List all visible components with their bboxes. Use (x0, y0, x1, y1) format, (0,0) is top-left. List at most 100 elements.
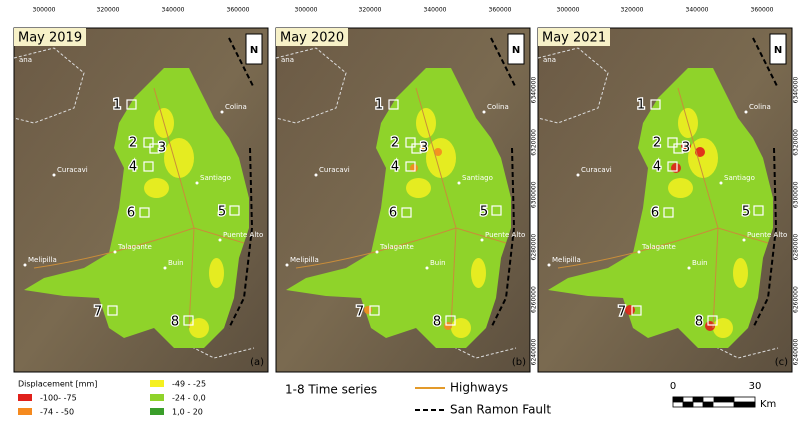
time-series-number: 1 (113, 98, 121, 113)
legend-label: -24 - 0,0 (172, 394, 206, 403)
map-panel: May 2019 N (a) ana Colina Curacavi Santiago Pue… (13, 27, 269, 373)
displacement-zone (426, 138, 456, 178)
time-series-number: 8 (171, 315, 179, 330)
place-name: Santiago (200, 174, 231, 182)
place-name: Colina (487, 103, 509, 111)
time-series-number: 4 (129, 160, 137, 175)
boundary (537, 47, 779, 359)
place-dot (285, 263, 289, 267)
displacement-zone (189, 318, 209, 338)
highway (33, 87, 245, 329)
fault (752, 37, 779, 329)
place-name: Curacavi (581, 166, 612, 174)
displacement-zone (688, 138, 718, 178)
map-panel: May 2021 N (c) ana Colina Curacavi Santiago Pue… (537, 27, 793, 373)
displacement-zone (451, 318, 471, 338)
fault (228, 37, 255, 329)
time-series-box (753, 205, 764, 216)
place-name: Melipilla (552, 256, 581, 264)
study-area (286, 68, 511, 348)
place-dot (425, 266, 429, 270)
time-series-box (388, 99, 399, 110)
time-series-number: 7 (94, 305, 102, 320)
place-dot (195, 181, 199, 185)
legend-label: -49 - -25 (172, 380, 206, 389)
time-series-number: 3 (158, 141, 166, 156)
y-tick-label: 6300000 (793, 181, 800, 208)
place-dot (218, 238, 222, 242)
time-series-number: 6 (651, 206, 659, 221)
scale-unit: Km (760, 399, 776, 410)
x-tick-label: 340000 (686, 7, 709, 14)
place-name: Buin (430, 259, 446, 267)
x-tick-label: 300000 (33, 7, 56, 14)
place-name: ana (19, 56, 32, 64)
panel-label: (a) (250, 357, 264, 368)
place-name: Curacavi (57, 166, 88, 174)
y-tick-label: 6260000 (793, 286, 800, 313)
place-dot (163, 266, 167, 270)
place-dot (744, 110, 748, 114)
time-series-number: 1 (375, 98, 383, 113)
x-tick-label: 340000 (424, 7, 447, 14)
time-series-number: 6 (389, 206, 397, 221)
time-series-number: 8 (433, 315, 441, 330)
place-name: Talagante (117, 243, 152, 251)
y-tick-label: 6240000 (531, 338, 538, 365)
place-dot (719, 181, 723, 185)
y-tick-label: 6280000 (531, 234, 538, 261)
displacement-zone (471, 258, 486, 288)
y-tick-label: 6320000 (531, 129, 538, 156)
time-series-number: 3 (682, 141, 690, 156)
x-tick-label: 300000 (295, 7, 318, 14)
place-name: Puente Alto (485, 231, 525, 239)
legend-label: Highways (450, 381, 508, 395)
time-series-box (143, 161, 154, 172)
legend-label: San Ramon Fault (450, 403, 551, 417)
time-series-number: 8 (695, 315, 703, 330)
displacement-zone (410, 164, 418, 172)
place-dot (23, 263, 27, 267)
place-name: Curacavi (319, 166, 350, 174)
displacement-zone (713, 318, 733, 338)
fault (490, 37, 517, 329)
place-name: Talagante (641, 243, 676, 251)
displacement-zone (434, 148, 442, 156)
displacement-zone (209, 258, 224, 288)
place-name: Melipilla (290, 256, 319, 264)
panel-label: (c) (775, 357, 788, 368)
displacement-zone (668, 178, 693, 198)
y-tick-label: 6240000 (793, 338, 800, 365)
legend-label: 1-8 Time series (285, 383, 377, 397)
place-dot (482, 110, 486, 114)
x-tick-label: 340000 (162, 7, 185, 14)
legend-title: Displacement [mm] (18, 380, 97, 389)
time-series-number: 1 (637, 98, 645, 113)
time-series-number: 5 (742, 205, 750, 220)
time-series-box (401, 207, 412, 218)
panel-title: May 2019 (18, 31, 82, 46)
time-series-number: 4 (653, 160, 661, 175)
place-dot (637, 250, 641, 254)
place-name: Colina (225, 103, 247, 111)
place-dot (52, 173, 56, 177)
time-series-number: 7 (356, 305, 364, 320)
time-series-box (107, 305, 118, 316)
place-dot (742, 238, 746, 242)
swatch (150, 380, 164, 387)
y-tick-label: 6280000 (793, 234, 800, 261)
x-tick-label: 320000 (97, 7, 120, 14)
panel-title: May 2021 (542, 31, 606, 46)
displacement-zone (364, 306, 372, 314)
time-series-number: 2 (653, 136, 661, 151)
time-series-box (667, 137, 678, 148)
study-area (24, 68, 249, 348)
title-box (538, 28, 610, 46)
legend-label: -100- -75 (40, 394, 77, 403)
place-name: Santiago (724, 174, 755, 182)
north-arrow: N (774, 45, 782, 56)
place-name: Melipilla (28, 256, 57, 264)
title-box (276, 28, 348, 46)
legend-label: -74 - -50 (40, 408, 74, 417)
